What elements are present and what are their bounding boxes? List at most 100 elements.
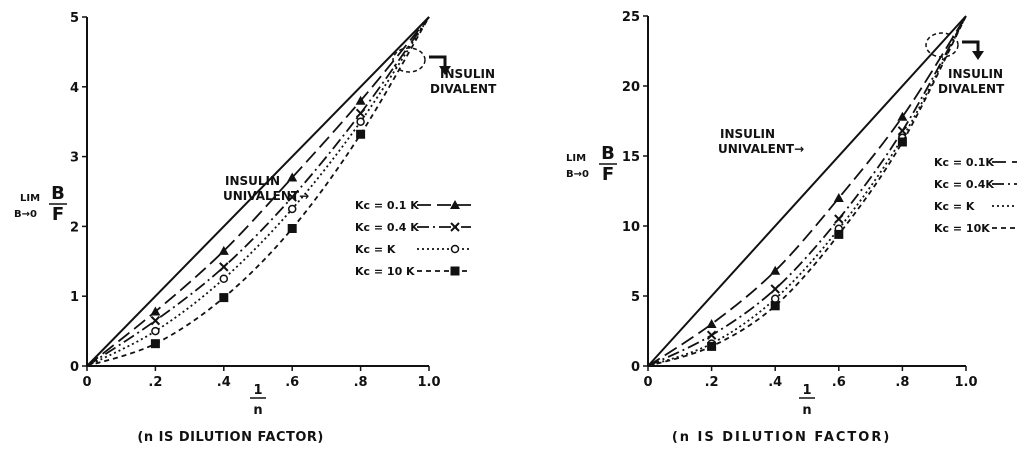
legend-item: Kc = K [355, 243, 471, 256]
y-tick-label: 10 [622, 220, 640, 235]
data-point [218, 245, 229, 255]
data-point [219, 293, 229, 303]
legend: Kc = 0.1 K Kc = 0.4 K Kc = K Kc = 10 K [355, 199, 471, 278]
data-point [219, 274, 229, 283]
data-point [287, 192, 297, 202]
annotation-univalent-line1: INSULIN [720, 127, 775, 141]
legend-item: Kc = 10 K [355, 265, 471, 278]
data-point [287, 204, 297, 214]
series-2 [86, 16, 430, 367]
x-tick-label: .6 [285, 375, 299, 390]
x-axis-note: (n IS DILUTION FACTOR) [137, 430, 323, 445]
annotation-divalent-line2: DIVALENT [938, 82, 1005, 96]
legend-label: Kc = 10 K [355, 265, 415, 278]
legend-item: Kc = 0.1K [934, 156, 1017, 169]
legend-item: Kc = 0.4K [934, 178, 1017, 191]
legend-label: Kc = 0.4K [934, 178, 994, 191]
x-axis-label-denominator: n [802, 403, 811, 418]
y-label-numerator: B [601, 143, 615, 164]
y-tick-label: 0 [70, 360, 79, 375]
reference-line-univalent [647, 15, 967, 367]
y-tick-label: 4 [70, 81, 79, 96]
data-point [770, 284, 780, 294]
divalent-arrow [962, 40, 980, 53]
y-tick-label: 0 [631, 360, 640, 375]
data-point [833, 193, 844, 202]
data-point [150, 339, 160, 349]
x-tick-label: .4 [217, 375, 231, 390]
series-line [647, 15, 967, 367]
series-4 [647, 15, 967, 367]
x-tick-label: .4 [768, 375, 782, 390]
data-point [770, 294, 780, 304]
annotation-univalent-line2: UNIVALENT→ [718, 142, 804, 156]
y-label-denominator: F [602, 164, 614, 185]
annotation-univalent-line1: INSULIN [225, 174, 280, 188]
data-point [151, 326, 160, 336]
annotation-univalent-line2: UNIVALENT→ [223, 189, 309, 203]
series-4 [86, 16, 430, 367]
x-tick-label: .2 [148, 375, 162, 390]
legend-label: Kc = 0.1K [934, 156, 994, 169]
data-point [706, 319, 717, 328]
y-tick-label: 25 [622, 10, 640, 25]
data-point [897, 111, 908, 121]
divalent-arrowhead [439, 66, 451, 75]
divalent-arrowhead [972, 51, 984, 60]
data-point [770, 265, 781, 275]
data-point [150, 306, 161, 316]
y-tick-label: 20 [622, 80, 640, 95]
y-label-denominator: F [52, 204, 64, 225]
y-tick-label: 15 [622, 150, 640, 165]
legend-label: Kc = 0.1 K [355, 199, 419, 212]
divalent-arrow [429, 55, 447, 68]
data-point [897, 137, 907, 147]
x-tick-label: .8 [354, 375, 368, 390]
y-tick-label: 1 [70, 290, 79, 305]
x-tick-label: .8 [895, 375, 909, 390]
y-axis-label: LIM B→0 BF [566, 143, 617, 185]
legend-label: Kc = 10K [934, 222, 990, 235]
data-point [834, 214, 844, 224]
data-point [287, 223, 297, 233]
x-axis-label-numerator: 1 [253, 383, 262, 398]
y-label-limit-sub: B→0 [566, 169, 589, 180]
x-tick-label: .6 [832, 375, 846, 390]
legend-item: Kc = K [934, 200, 1017, 213]
y-tick-label: 2 [70, 220, 79, 235]
series-1 [86, 16, 430, 367]
data-point [706, 330, 717, 340]
reference-line-univalent [86, 16, 430, 367]
data-point [355, 95, 366, 105]
x-tick-label: 0 [82, 375, 91, 390]
chart-2: 0 5 10 15 20 25 0 .2 .4 .6 .8 1.0 1 n (n IS DILUTION F… [566, 10, 1017, 445]
legend-marker [450, 244, 460, 254]
annotation-divalent-line1: INSULIN [440, 67, 495, 81]
y-tick-label: 3 [70, 151, 79, 166]
y-tick-label: 5 [631, 290, 640, 305]
series-line [86, 16, 430, 367]
data-point [770, 301, 780, 311]
axes: 0 1 2 3 4 5 0 .2 .4 .6 .8 1.0 1 n (n IS DILUTION FACTO… [14, 11, 441, 445]
annotation-divalent-line1: INSULIN [948, 67, 1003, 81]
legend: Kc = 0.1K Kc = 0.4K Kc = K Kc = 10K [934, 156, 1017, 235]
x-tick-label: 1.0 [417, 375, 440, 390]
y-axis-label: LIM B→0 BF [14, 183, 67, 225]
x-tick-label: .2 [705, 375, 719, 390]
x-tick-label: 0 [643, 375, 652, 390]
data-point [150, 315, 161, 326]
data-point [707, 341, 717, 351]
data-point [355, 108, 366, 119]
legend-item: Kc = 10K [934, 222, 1017, 235]
series-3 [86, 16, 430, 367]
divalent-circle [925, 32, 959, 58]
legend-item: Kc = 0.1 K [355, 199, 471, 212]
series-1 [647, 15, 967, 367]
legend-label: Kc = 0.4 K [355, 221, 419, 234]
divalent-circle [392, 47, 426, 73]
y-label-lim: LIM [20, 193, 40, 204]
chart-1: 0 1 2 3 4 5 0 .2 .4 .6 .8 1.0 1 n (n IS DILUTION FACTO… [14, 11, 497, 445]
